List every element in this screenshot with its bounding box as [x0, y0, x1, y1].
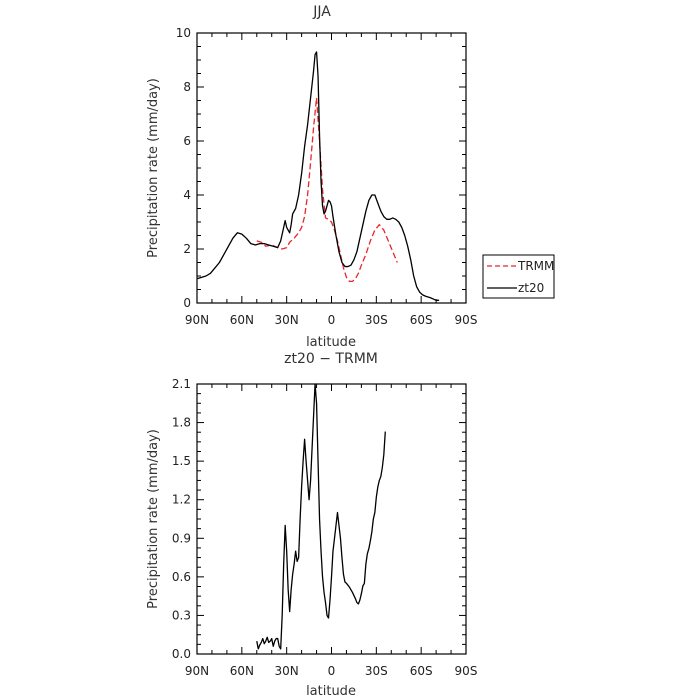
bottom-x-tick-label: 30S — [365, 664, 388, 678]
top-chart-title: JJA — [312, 4, 331, 20]
bottom-y-tick-label: 1.2 — [172, 493, 191, 507]
top-y-axis-label: Precipitation rate (mm/day) — [146, 78, 161, 258]
bottom-y-tick-label: 1.5 — [172, 454, 191, 468]
top-series-group — [196, 51, 440, 301]
top-y-tick-label: 6 — [183, 134, 191, 148]
bottom-series-group — [256, 383, 386, 650]
bottom-y-tick-label: 1.8 — [172, 416, 191, 430]
top-legend: TRMM zt20 — [482, 254, 555, 299]
bottom-y-tick-label: 0.9 — [172, 531, 191, 545]
top-series-line-zt20 — [196, 51, 440, 301]
bottom-y-tick-label: 0.6 — [172, 570, 191, 584]
top-y-tick-label: 8 — [183, 80, 191, 94]
top-x-tick-label: 30S — [365, 313, 388, 327]
top-y-tick-label: 4 — [183, 188, 191, 202]
top-x-tick-label: 60N — [230, 313, 254, 327]
bottom-x-tick-label: 90N — [185, 664, 209, 678]
bottom-x-tick-label: 0 — [328, 664, 336, 678]
bottom-y-tick-label: 0.3 — [172, 608, 191, 622]
top-y-tick-label: 0 — [183, 296, 191, 310]
bottom-x-tick-label: 90S — [455, 664, 478, 678]
top-x-tick-label: 60S — [410, 313, 433, 327]
top-x-axis-label: latitude — [306, 335, 356, 350]
bottom-y-tick-label: 0.0 — [172, 647, 191, 661]
top-axis-ticks: 90N 60N 30N 0 30S 60S 90S 0 2 4 6 8 10 — [176, 26, 478, 327]
bottom-x-tick-label: 30N — [275, 664, 299, 678]
legend-frame — [482, 254, 555, 299]
bottom-x-tick-label: 60S — [410, 664, 433, 678]
bottom-series-line-difference — [256, 383, 386, 650]
bottom-x-tick-label: 60N — [230, 664, 254, 678]
legend-label-trmm: TRMM — [517, 259, 554, 273]
top-y-tick-label: 2 — [183, 242, 191, 256]
top-x-tick-label: 0 — [328, 313, 336, 327]
top-x-tick-label: 30N — [275, 313, 299, 327]
bottom-axis-ticks: 90N 60N 30N 0 30S 60S 90S 0.0 0.3 0.6 0.9 1.2 1.5 1.8… — [172, 377, 478, 678]
bottom-panel: zt20 − TRMM 90N 60N 30N 0 30S 60S 90S 0.0 0.3 0.6… — [146, 351, 477, 699]
top-x-tick-label: 90N — [185, 313, 209, 327]
bottom-plot-frame — [196, 383, 467, 655]
top-series-line-trmm — [256, 97, 398, 283]
top-x-tick-label: 90S — [455, 313, 478, 327]
legend-label-zt20: zt20 — [518, 281, 544, 295]
bottom-chart-title: zt20 − TRMM — [284, 351, 378, 367]
top-y-tick-label: 10 — [176, 26, 191, 40]
top-plot-frame — [196, 32, 467, 304]
bottom-x-axis-label: latitude — [306, 684, 356, 699]
bottom-y-axis-label: Precipitation rate (mm/day) — [146, 429, 161, 609]
bottom-y-tick-label: 2.1 — [172, 377, 191, 391]
